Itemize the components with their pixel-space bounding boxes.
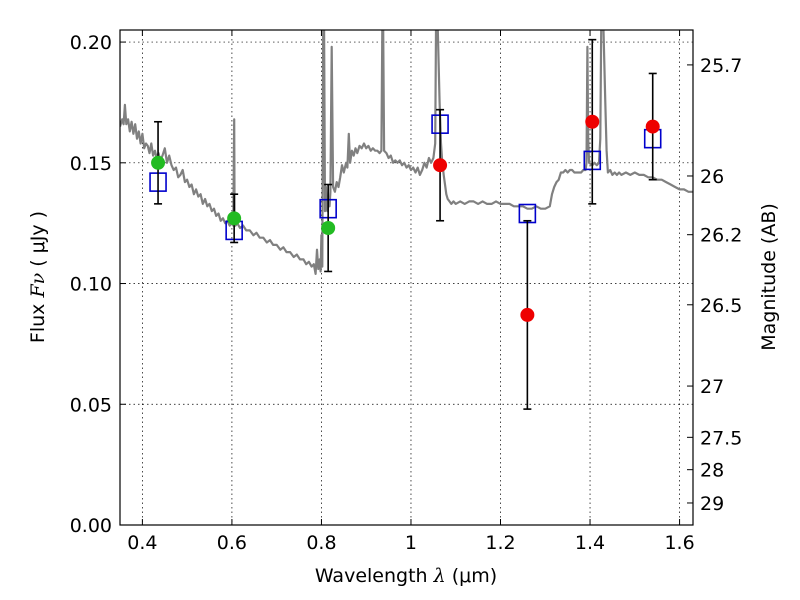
observed-flux-point [433,158,448,173]
y-tick-label: 0.05 [70,394,112,416]
x-axis-label-part: λ [433,565,446,587]
axis-ticks: 0.4 0.6 0.8 1 1.2 1.4 1.6 0.00 0.05 0.10 0.15 0.20 2… [70,30,742,554]
y2-tick-label: 27.5 [700,427,742,449]
x-tick-label: 1 [405,532,417,554]
plot-frame [119,29,694,526]
x-axis-label-part: Wavelength [315,565,434,587]
y2-tick-label: 27 [700,376,724,398]
observed-flux-point [585,114,600,129]
y-axis-label-part: ( μJy ) [27,211,49,273]
x-axis-label-part: (μm) [446,565,497,587]
y2-tick-label: 26.5 [700,295,742,317]
y-axis-label-part: Fν [27,272,49,298]
observed-flux-point [645,119,660,134]
y2-tick-label: 28 [700,460,724,482]
x-tick-label: 1.6 [664,532,694,554]
y-axis-label: Flux Fν ( μJy ) [27,211,49,343]
observed-flux-point [227,211,242,226]
y2-tick-label: 26 [700,166,724,188]
y-tick-label: 0.20 [70,32,112,54]
x-tick-label: 1.4 [575,532,605,554]
x-tick-label: 0.8 [306,532,336,554]
model-spectrum-line [120,30,693,275]
grid [120,30,693,526]
observed-flux-point [151,155,166,170]
plot-area [120,30,693,410]
y2-tick-label: 25.7 [700,55,742,77]
x-axis-label: Wavelength λ (μm) [315,565,497,587]
observed-flux-point [321,221,336,235]
y2-axis-label: Magnitude (AB) [758,203,780,351]
y2-tick-label: 29 [700,493,724,515]
y-tick-label: 0.00 [70,515,112,537]
x-tick-label: 0.6 [217,532,247,554]
y-tick-label: 0.15 [70,153,112,175]
x-tick-label: 1.2 [485,532,515,554]
y-tick-label: 0.10 [70,274,112,296]
observed-flux-point [520,307,535,322]
y2-tick-label: 26.2 [700,225,742,247]
x-tick-label: 0.4 [127,532,157,554]
y-axis-label-part: Flux [27,298,49,344]
